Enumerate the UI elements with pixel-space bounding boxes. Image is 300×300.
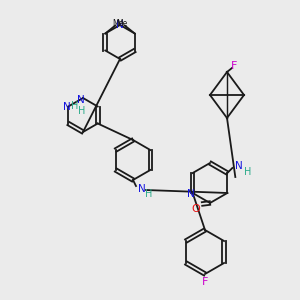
Text: Me: Me	[112, 19, 123, 28]
Text: H: H	[244, 167, 251, 177]
Text: O: O	[192, 204, 200, 214]
Text: N: N	[116, 20, 124, 30]
Text: N: N	[236, 161, 243, 171]
Text: N: N	[138, 184, 146, 194]
Text: N: N	[187, 189, 195, 199]
Text: Me: Me	[117, 19, 128, 28]
Text: H: H	[78, 106, 86, 116]
Text: F: F	[202, 277, 208, 287]
Text: H: H	[145, 189, 153, 199]
Text: F: F	[231, 61, 237, 71]
Text: N: N	[63, 101, 71, 112]
Text: N: N	[77, 95, 85, 105]
Text: H: H	[71, 101, 79, 111]
